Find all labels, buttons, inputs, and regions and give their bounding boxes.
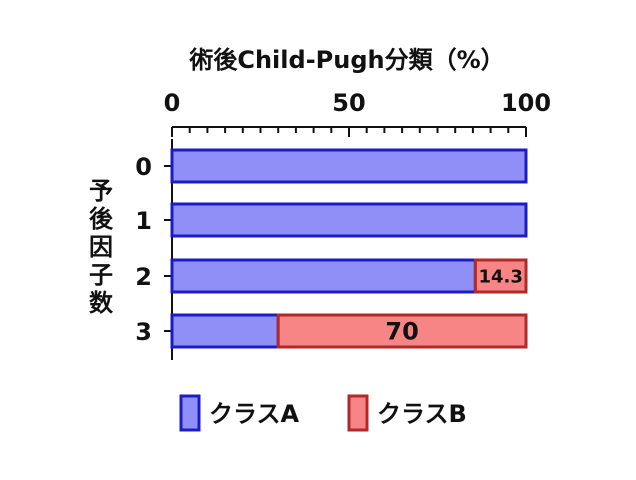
- y-tick-label: 3: [135, 318, 152, 346]
- legend: クラスA クラスB: [179, 394, 467, 432]
- bars: 14.3 70: [170, 148, 528, 349]
- y-axis-label-char: 予: [89, 177, 113, 205]
- y-axis-label-char: 子: [89, 261, 113, 289]
- y-tick-label: 0: [135, 153, 152, 181]
- y-axis-label-char: 後: [89, 205, 114, 233]
- bar-class-a: [170, 148, 528, 184]
- bar-class-a: [170, 258, 477, 294]
- x-tick-label: 50: [332, 89, 365, 117]
- bar-class-a: [170, 202, 528, 238]
- legend-swatch: [179, 394, 201, 432]
- data-label: 70: [385, 317, 418, 345]
- x-axis: 0 50 100: [164, 89, 551, 137]
- chart-title: 術後Child-Pugh分類（%）: [188, 46, 504, 74]
- legend-swatch: [347, 394, 369, 432]
- x-tick-label: 100: [501, 89, 551, 117]
- y-axis-label-char: 因: [89, 233, 113, 261]
- data-label: 14.3: [478, 266, 522, 287]
- y-axis: 0 1 2 3: [135, 139, 173, 360]
- y-axis-label-char: 数: [89, 289, 114, 317]
- bar-class-b: [473, 258, 528, 294]
- y-tick-label: 1: [135, 207, 152, 235]
- y-tick-label: 2: [135, 263, 152, 291]
- bar-class-b: [276, 313, 528, 349]
- legend-label: クラスA: [209, 400, 300, 428]
- x-tick-label: 0: [164, 89, 181, 117]
- bar-class-a: [170, 313, 280, 349]
- legend-label: クラスB: [377, 400, 467, 428]
